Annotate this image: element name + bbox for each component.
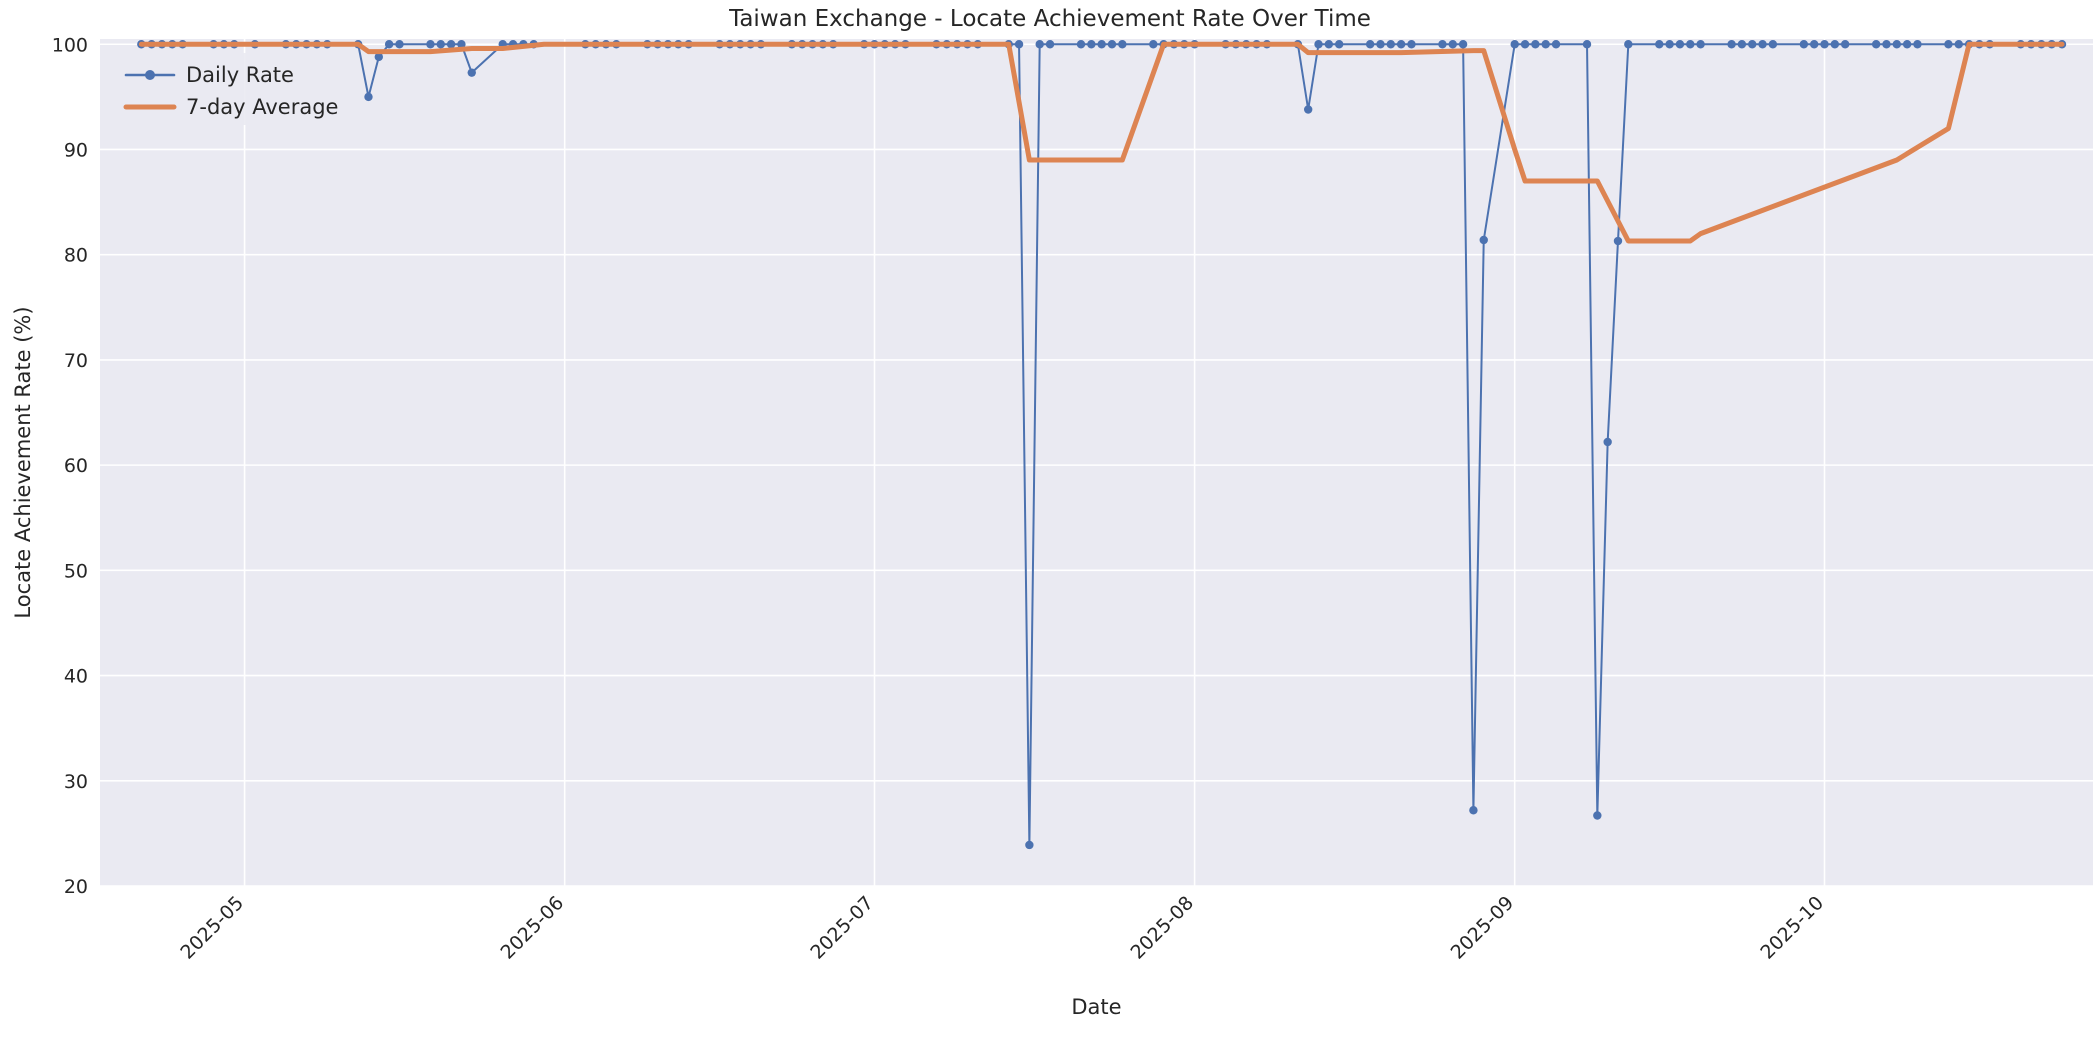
data-point-marker [1407, 40, 1416, 49]
data-point-marker [1087, 40, 1096, 49]
legend-item-seven-day-average[interactable]: 7-day Average [123, 95, 338, 119]
series-seven-day-average [138, 41, 2065, 244]
y-axis-tick-label: 70 [64, 350, 88, 372]
chart-legend[interactable]: Daily Rate 7-day Average [112, 53, 347, 125]
data-point-marker [1334, 40, 1344, 49]
data-point-marker [1954, 40, 1963, 49]
data-point-marker [1324, 40, 1334, 49]
data-point-marker [1748, 40, 1757, 49]
data-point-marker [1665, 40, 1674, 49]
data-point-marker [1686, 40, 1695, 49]
y-axis-title: Locate Achievement Rate (%) [11, 306, 35, 618]
data-point-marker [1118, 40, 1127, 49]
data-point-marker [1314, 40, 1323, 49]
data-point-marker [1014, 40, 1024, 49]
data-point-marker [1820, 40, 1829, 49]
data-point-marker [1448, 40, 1457, 49]
data-point-marker [1882, 40, 1891, 49]
data-point-marker [1603, 437, 1612, 447]
data-point-marker [1531, 40, 1540, 49]
legend-item-label: 7-day Average [186, 95, 338, 119]
data-point-marker [1458, 40, 1468, 49]
data-point-marker [1386, 40, 1396, 49]
data-point-marker [1675, 40, 1685, 49]
data-point-marker [1624, 40, 1633, 49]
data-point-marker [364, 92, 373, 102]
axes-background [100, 39, 2093, 886]
axis-labels-layer: Locate Achievement Rate (%) Date [11, 306, 1122, 1019]
data-point-marker [1696, 40, 1705, 49]
data-point-marker [1365, 40, 1375, 49]
data-point-marker [374, 52, 384, 62]
data-point-marker [1045, 40, 1055, 49]
y-axis-tick-label: 20 [64, 876, 88, 898]
data-point-marker [1396, 40, 1406, 49]
data-point-marker [426, 40, 435, 49]
data-point-marker [395, 40, 404, 49]
data-point-marker [1655, 40, 1664, 49]
legend-marker-icon [145, 70, 155, 80]
data-point-marker [1871, 40, 1881, 49]
data-point-marker [1768, 40, 1778, 49]
y-axis-tick-label: 50 [64, 560, 88, 582]
data-point-marker [446, 40, 456, 49]
data-point-marker [1076, 40, 1086, 49]
data-point-marker [1913, 40, 1922, 49]
legend-item-label: Daily Rate [186, 63, 294, 87]
data-point-marker [1149, 40, 1158, 49]
data-point-marker [1892, 40, 1902, 49]
data-point-marker [1593, 811, 1602, 820]
data-point-marker [1541, 40, 1550, 49]
data-point-marker [1035, 40, 1044, 49]
x-axis-title: Date [1071, 995, 1121, 1019]
data-point-marker [457, 40, 466, 49]
data-point-marker [436, 40, 445, 49]
data-point-marker [1479, 235, 1488, 245]
data-point-marker [1799, 40, 1809, 49]
data-point-marker [1469, 806, 1478, 815]
data-point-marker [1830, 40, 1840, 49]
plot-area [100, 39, 2093, 886]
data-point-marker [1025, 840, 1034, 850]
data-point-marker [1840, 40, 1850, 49]
data-point-marker [1438, 40, 1447, 49]
data-point-marker [1613, 236, 1623, 246]
data-point-marker [1944, 40, 1953, 49]
y-axis-tick-label: 100 [52, 34, 88, 56]
series-line [138, 41, 2065, 244]
data-point-marker [1520, 40, 1530, 49]
legend-item-daily-rate[interactable]: Daily Rate [124, 63, 294, 87]
data-point-marker [384, 40, 394, 49]
data-point-marker [1303, 105, 1313, 114]
data-point-marker [1510, 40, 1519, 49]
data-point-marker [1107, 40, 1117, 49]
y-axis-tick-label: 40 [64, 666, 88, 688]
chart-title: Taiwan Exchange - Locate Achievement Rat… [728, 6, 1371, 32]
series-layer [137, 40, 2067, 850]
data-point-marker [1809, 40, 1819, 49]
data-point-marker [467, 68, 476, 77]
data-point-marker [1376, 40, 1385, 49]
data-point-marker [1097, 40, 1106, 49]
data-point-marker [1758, 40, 1767, 49]
data-point-marker [1727, 40, 1736, 49]
data-point-marker [1902, 40, 1912, 49]
data-point-marker [1551, 40, 1561, 49]
y-axis-tick-label: 80 [64, 245, 88, 267]
data-point-marker [1582, 40, 1592, 49]
y-axis-tick-label: 90 [64, 139, 88, 161]
data-point-marker [1737, 40, 1747, 49]
y-axis-tick-label: 30 [64, 771, 88, 793]
y-axis-tick-label: 60 [64, 455, 88, 477]
